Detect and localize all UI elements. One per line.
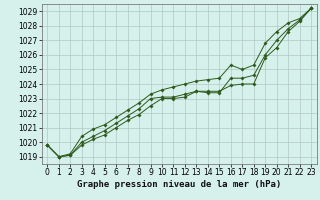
X-axis label: Graphe pression niveau de la mer (hPa): Graphe pression niveau de la mer (hPa) <box>77 180 281 189</box>
